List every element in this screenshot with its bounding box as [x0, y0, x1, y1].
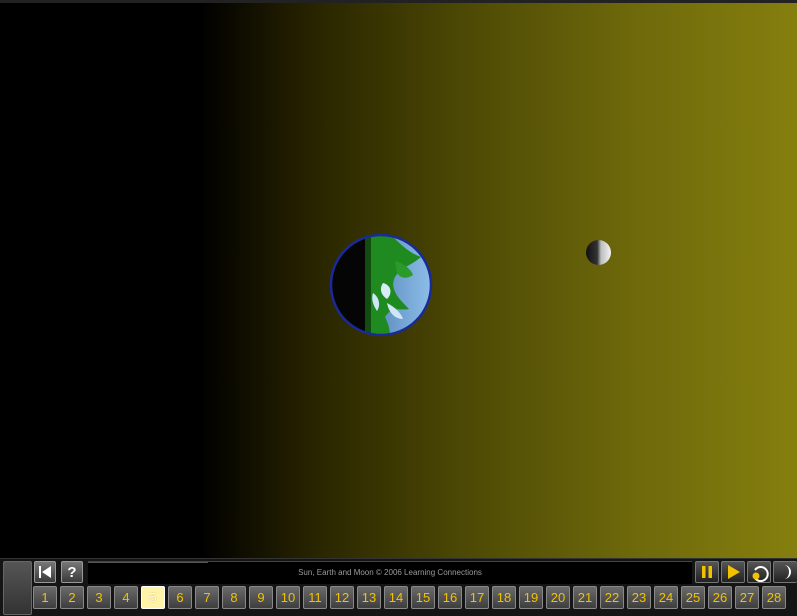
scene-button-27[interactable]: 27: [735, 586, 759, 609]
help-label: ?: [67, 564, 77, 581]
scene-button-18[interactable]: 18: [492, 586, 516, 609]
pause-icon: [702, 566, 712, 578]
scene-button-21[interactable]: 21: [573, 586, 597, 609]
rewind-button[interactable]: [34, 561, 56, 583]
earth: [329, 233, 433, 337]
volume-slider[interactable]: [3, 561, 32, 615]
next-button[interactable]: [773, 561, 797, 583]
play-icon: [728, 565, 740, 579]
scene-button-2[interactable]: 2: [60, 586, 84, 609]
scene-button-9[interactable]: 9: [249, 586, 273, 609]
scene-button-7[interactable]: 7: [195, 586, 219, 609]
scene-button-19[interactable]: 19: [519, 586, 543, 609]
scene-button-8[interactable]: 8: [222, 586, 246, 609]
scene-button-25[interactable]: 25: [681, 586, 705, 609]
reset-button[interactable]: [747, 561, 771, 583]
scene-button-23[interactable]: 23: [627, 586, 651, 609]
reset-icon: [752, 566, 769, 582]
scene-button-22[interactable]: 22: [600, 586, 624, 609]
title-bar: Sun, Earth and Moon © 2006 Learning Conn…: [88, 561, 692, 584]
scene-button-20[interactable]: 20: [546, 586, 570, 609]
animation-stage: [0, 0, 797, 558]
scene-button-3[interactable]: 3: [87, 586, 111, 609]
control-bar: ? Sun, Earth and Moon © 2006 Learning Co…: [0, 558, 797, 616]
scene-button-24[interactable]: 24: [654, 586, 678, 609]
scene-button-26[interactable]: 26: [708, 586, 732, 609]
scene-button-5[interactable]: 5: [141, 586, 165, 609]
skip-back-icon: [39, 566, 51, 578]
stage-top-border: [0, 0, 797, 3]
scene-button-4[interactable]: 4: [114, 586, 138, 609]
help-button[interactable]: ?: [61, 561, 83, 583]
title-rule: [88, 562, 208, 563]
scene-button-11[interactable]: 11: [303, 586, 327, 609]
animation-title: Sun, Earth and Moon © 2006 Learning Conn…: [298, 568, 482, 577]
scene-button-28[interactable]: 28: [762, 586, 786, 609]
scene-button-15[interactable]: 15: [411, 586, 435, 609]
scene-button-17[interactable]: 17: [465, 586, 489, 609]
pause-button[interactable]: [695, 561, 719, 583]
scene-button-10[interactable]: 10: [276, 586, 300, 609]
moon-phase-icon: [784, 565, 791, 579]
moon: [586, 240, 611, 265]
scene-button-6[interactable]: 6: [168, 586, 192, 609]
scene-button-14[interactable]: 14: [384, 586, 408, 609]
play-button[interactable]: [721, 561, 745, 583]
scene-button-1[interactable]: 1: [33, 586, 57, 609]
scene-button-16[interactable]: 16: [438, 586, 462, 609]
scene-button-13[interactable]: 13: [357, 586, 381, 609]
scene-button-12[interactable]: 12: [330, 586, 354, 609]
